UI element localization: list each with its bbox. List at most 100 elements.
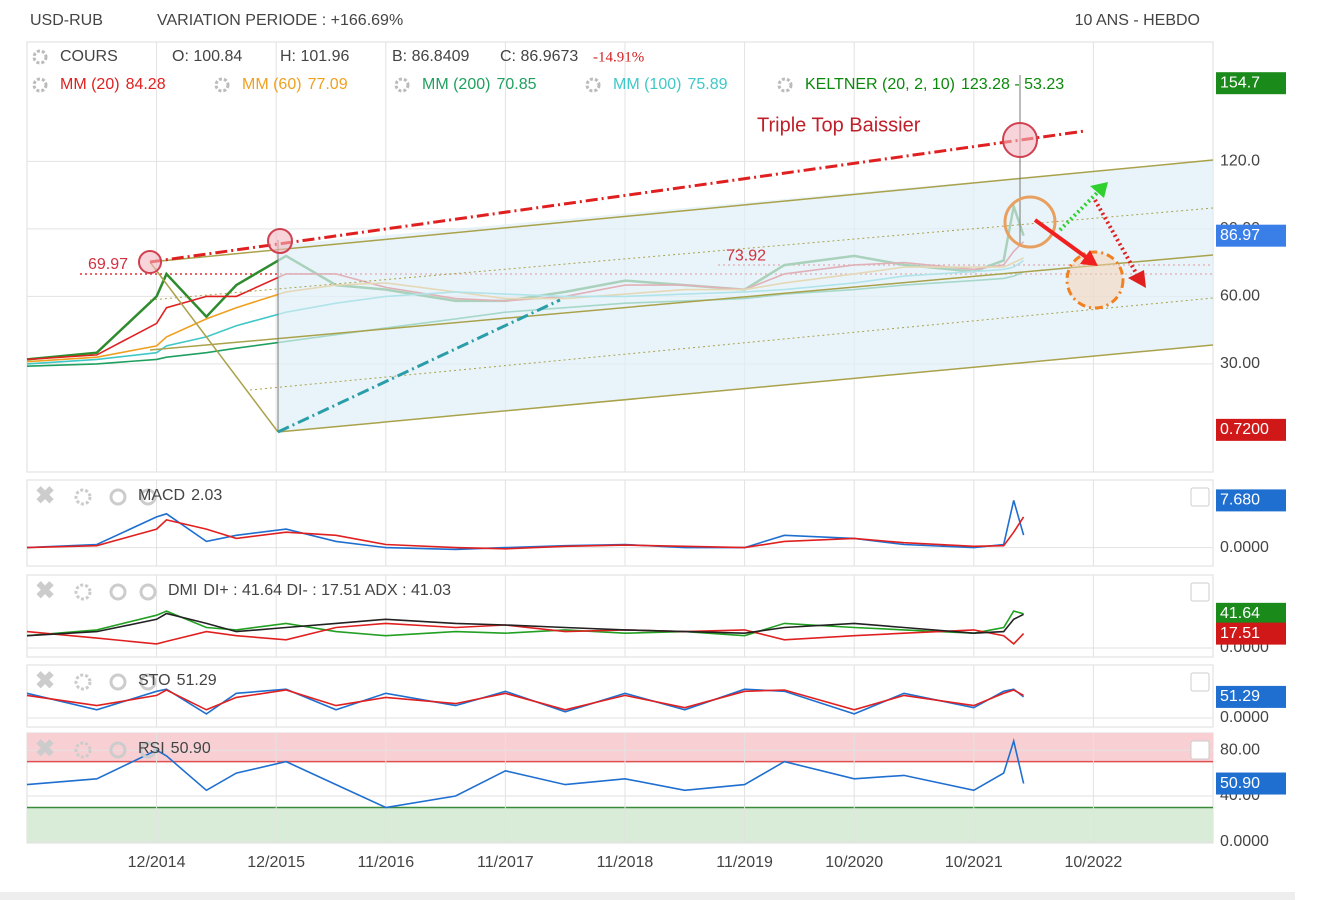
series-line [26, 689, 1024, 711]
y-tick-label: 30.00 [1220, 355, 1260, 372]
series-line [26, 610, 1024, 637]
panel [26, 479, 1214, 567]
legend-name: MM (20) [60, 76, 120, 93]
resistance-line [149, 129, 1086, 264]
tool-icon [139, 741, 157, 759]
legend-value: 75.89 [687, 76, 727, 93]
indicator-name: MACD [138, 487, 185, 504]
channel-line [277, 344, 1214, 433]
target-circle [1065, 250, 1125, 310]
x-tick-label: 11/2019 [716, 854, 773, 871]
panel-checkbox [1190, 487, 1210, 507]
x-tick-label: 10/2022 [1064, 854, 1122, 871]
level-label: 69.97 [88, 256, 128, 273]
panel-checkbox [1190, 740, 1210, 760]
arrow-head [1128, 270, 1146, 288]
settings-icon [214, 77, 230, 93]
panel-checkbox [1190, 672, 1210, 692]
indicator-name: DMI [168, 582, 197, 599]
legend-entry: MM (200) 70.85 [422, 76, 537, 93]
y-tick-label: 0.0000 [1220, 833, 1269, 850]
x-tick-label: 10/2020 [825, 854, 883, 871]
x-tick-label: 11/2017 [477, 854, 534, 871]
legend-value: 70.85 [496, 76, 536, 93]
channel-line [149, 254, 1214, 351]
panel-frame [26, 479, 1214, 567]
price-badge [1216, 489, 1286, 512]
arrow-head [1080, 250, 1098, 266]
tool-icon [139, 673, 157, 691]
legend-entry: MM (20) 84.28 [60, 76, 166, 93]
y-tick-label: 80.00 [1220, 741, 1260, 758]
price-badge-label: 51.29 [1220, 688, 1260, 705]
top-marker [1002, 122, 1038, 158]
y-tick-label: 0.0000 [1220, 539, 1269, 556]
channel-line [149, 261, 279, 433]
change-value: -14.91% [593, 49, 644, 65]
y-tick-label: 60.00 [1220, 288, 1260, 305]
settings-icon [777, 77, 793, 93]
price-badge-label: 7.680 [1220, 492, 1260, 509]
panel-checkbox [1190, 582, 1210, 602]
panel [26, 664, 1214, 728]
channel-dotted [249, 297, 1214, 391]
price-badge [1216, 418, 1286, 441]
indicator-legend: DMI DI+ : 41.64 DI- : 17.51 ADX : 41.03 [168, 582, 451, 599]
settings-icon [394, 77, 410, 93]
price-badge [1216, 224, 1286, 247]
indicator-value: 50.90 [171, 740, 211, 757]
tool-icon [139, 488, 157, 506]
y-tick-label: 120.0 [1220, 153, 1260, 170]
top-marker [267, 228, 293, 254]
tool-icon [109, 741, 127, 759]
symbol: USD-RUB [30, 12, 103, 29]
tool-icon [109, 673, 127, 691]
legend-value: 77.09 [308, 76, 348, 93]
price-badge-label: 50.90 [1220, 775, 1260, 792]
panel-frame [26, 574, 1214, 658]
x-tick-label: 12/2015 [247, 854, 305, 871]
x-tick-label: 12/2014 [128, 854, 186, 871]
drawings [138, 75, 1214, 434]
legend-entry: KELTNER (20, 2, 10) 123.28 - 53.23 [805, 76, 1064, 93]
panel [26, 732, 1214, 844]
settings-icon [32, 77, 48, 93]
panel [26, 574, 1214, 658]
arrow [1093, 199, 1142, 281]
period: 10 ANS - HEBDO [1075, 12, 1200, 29]
top-marker [138, 250, 162, 274]
close-icon: ✖ [35, 577, 55, 604]
legend-value: 123.28 - 53.23 [961, 76, 1064, 93]
ohlc-value: C: 86.9673 [500, 48, 578, 65]
legend-value: 84.28 [126, 76, 166, 93]
series-line [26, 737, 1025, 809]
price-badge [1216, 772, 1286, 795]
oversold-zone [27, 807, 1213, 843]
series-line [26, 500, 1025, 551]
series-line [26, 612, 1024, 637]
legend-entry: COURS [60, 48, 118, 65]
legend-entry: MM (60) 77.09 [242, 76, 348, 93]
level-label: 73.92 [726, 247, 766, 264]
support-line [277, 298, 561, 434]
y-tick-label: 0.0000 [1220, 709, 1269, 726]
indicator-name: RSI [138, 740, 165, 757]
indicator-legend: MACD 2.03 [138, 487, 222, 504]
price-badge-label: 86.97 [1220, 227, 1260, 244]
tool-icon [74, 488, 92, 506]
arrow [1033, 218, 1092, 262]
indicator-value: 51.29 [177, 672, 217, 689]
arrow-head [1090, 182, 1108, 198]
variation: VARIATION PERIODE : +166.69% [157, 12, 403, 29]
legend-name: MM (60) [242, 76, 302, 93]
ohlc-value: O: 100.84 [172, 48, 242, 65]
indicator-value: 2.03 [191, 487, 222, 504]
indicator-legend: RSI 50.90 [138, 740, 211, 757]
price-badge [1216, 685, 1286, 708]
series-line [26, 688, 1025, 715]
indicator-value: DI+ : 41.64 DI- : 17.51 ADX : 41.03 [203, 582, 451, 599]
tool-icon [74, 583, 92, 601]
target-circle [1003, 195, 1057, 249]
ohlc-value: B: 86.8409 [392, 48, 470, 65]
indicator-name: STO [138, 672, 171, 689]
